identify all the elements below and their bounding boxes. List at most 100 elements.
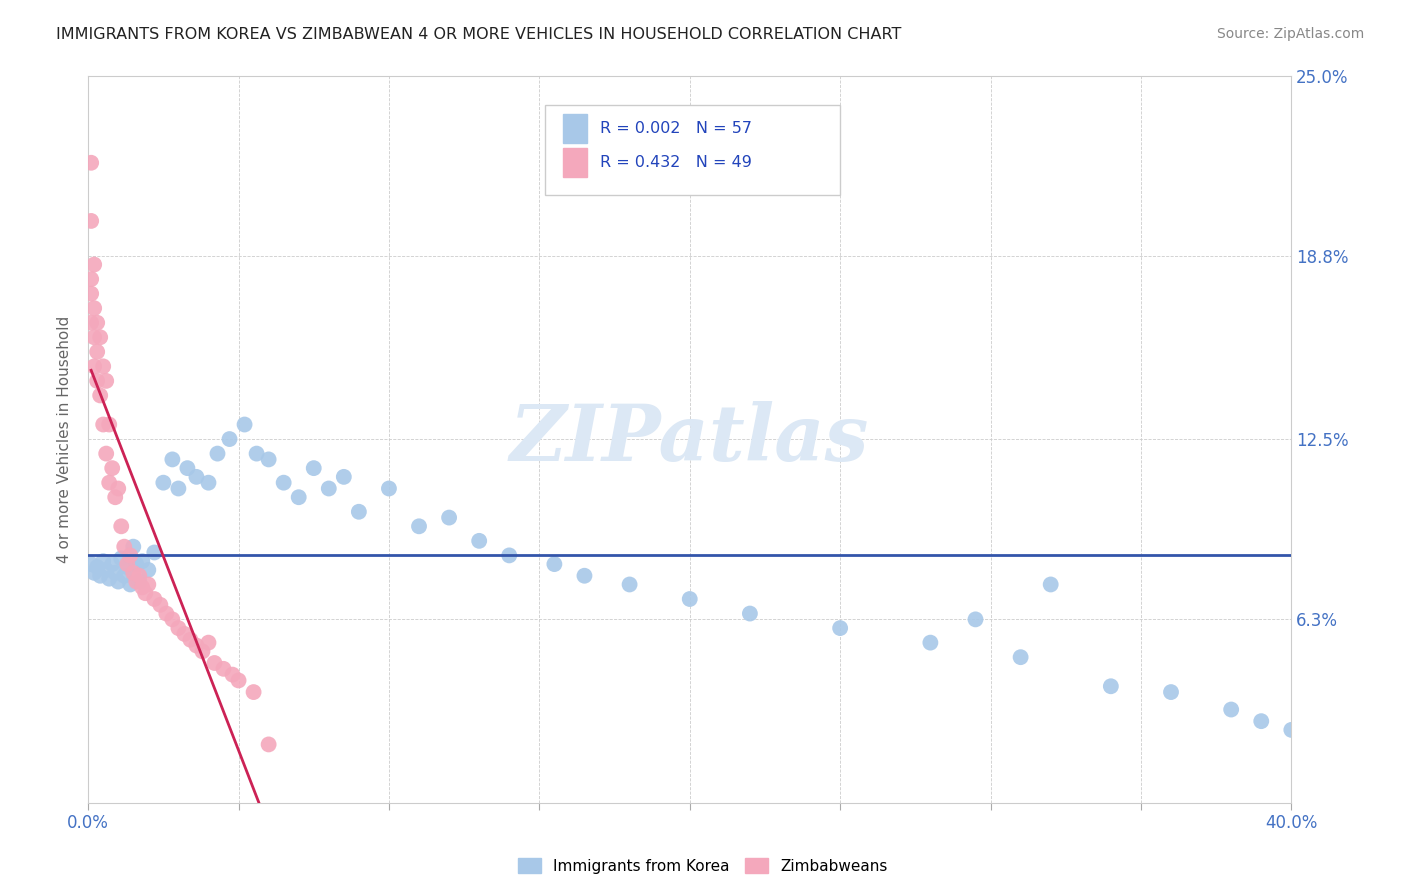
Point xyxy=(347,505,370,519)
Point xyxy=(80,214,103,228)
Point xyxy=(83,301,105,315)
Point xyxy=(83,258,105,272)
Point xyxy=(122,540,145,554)
Point xyxy=(1010,650,1032,665)
Text: IMMIGRANTS FROM KOREA VS ZIMBABWEAN 4 OR MORE VEHICLES IN HOUSEHOLD CORRELATION : IMMIGRANTS FROM KOREA VS ZIMBABWEAN 4 OR… xyxy=(56,27,901,42)
Point xyxy=(128,574,150,589)
Point xyxy=(207,447,229,461)
Point xyxy=(131,580,153,594)
Point xyxy=(574,568,596,582)
Point xyxy=(98,572,121,586)
Point xyxy=(543,557,565,571)
Point xyxy=(86,560,108,574)
Point xyxy=(143,592,166,607)
Point xyxy=(212,662,235,676)
Point xyxy=(91,417,114,432)
Point xyxy=(1160,685,1182,699)
Point xyxy=(149,598,172,612)
Point xyxy=(257,738,280,752)
Bar xyxy=(564,148,588,178)
Point xyxy=(112,540,135,554)
Point xyxy=(197,475,219,490)
Point xyxy=(96,374,118,388)
Text: R = 0.432   N = 49: R = 0.432 N = 49 xyxy=(599,155,751,170)
Point xyxy=(1099,679,1122,693)
Point xyxy=(80,316,103,330)
Point xyxy=(122,566,145,580)
Point xyxy=(167,621,190,635)
Point xyxy=(134,586,156,600)
Point xyxy=(96,563,118,577)
Point xyxy=(333,470,356,484)
Point xyxy=(86,344,108,359)
Point xyxy=(101,461,124,475)
Point xyxy=(120,577,142,591)
Point xyxy=(965,612,987,626)
Point xyxy=(1220,702,1243,716)
Point xyxy=(242,685,264,699)
Point xyxy=(110,551,132,566)
Point xyxy=(246,447,269,461)
Point xyxy=(89,388,111,402)
Point xyxy=(136,563,159,577)
Point xyxy=(173,627,195,641)
Point xyxy=(131,554,153,568)
Point xyxy=(83,566,105,580)
Point xyxy=(83,330,105,344)
Point xyxy=(83,359,105,374)
Point xyxy=(1279,723,1302,737)
FancyBboxPatch shape xyxy=(546,104,841,195)
Point xyxy=(107,574,129,589)
Point xyxy=(167,482,190,496)
Point xyxy=(125,574,148,589)
Point xyxy=(302,461,325,475)
Point xyxy=(378,482,401,496)
Point xyxy=(257,452,280,467)
Point xyxy=(86,374,108,388)
Point xyxy=(89,330,111,344)
Point xyxy=(91,554,114,568)
Point xyxy=(218,432,240,446)
Point xyxy=(96,447,118,461)
Point xyxy=(179,632,201,647)
Point xyxy=(186,470,208,484)
Point xyxy=(408,519,430,533)
Text: R = 0.002   N = 57: R = 0.002 N = 57 xyxy=(599,121,751,136)
Point xyxy=(679,592,702,607)
Point xyxy=(110,519,132,533)
Point xyxy=(221,667,243,681)
Point xyxy=(104,566,127,580)
Point xyxy=(91,359,114,374)
Point xyxy=(80,272,103,286)
Text: ZIPatlas: ZIPatlas xyxy=(510,401,869,477)
Point xyxy=(830,621,852,635)
Point xyxy=(112,568,135,582)
Point xyxy=(228,673,250,688)
Point xyxy=(162,452,184,467)
Point xyxy=(273,475,295,490)
Point xyxy=(98,417,121,432)
Point xyxy=(162,612,184,626)
Point xyxy=(738,607,761,621)
Point xyxy=(619,577,641,591)
Point xyxy=(186,639,208,653)
Point xyxy=(89,568,111,582)
Point xyxy=(1250,714,1272,728)
Point xyxy=(197,635,219,649)
Point xyxy=(128,568,150,582)
Point xyxy=(80,155,103,169)
Point xyxy=(152,475,174,490)
Point xyxy=(80,557,103,571)
Point xyxy=(498,549,520,563)
Point xyxy=(117,560,139,574)
Point xyxy=(107,482,129,496)
Point xyxy=(155,607,177,621)
Point xyxy=(318,482,340,496)
Point xyxy=(143,545,166,559)
Point xyxy=(1039,577,1062,591)
Point xyxy=(468,533,491,548)
Point xyxy=(86,316,108,330)
Point xyxy=(98,475,121,490)
Point xyxy=(136,577,159,591)
Legend: Immigrants from Korea, Zimbabweans: Immigrants from Korea, Zimbabweans xyxy=(512,852,894,880)
